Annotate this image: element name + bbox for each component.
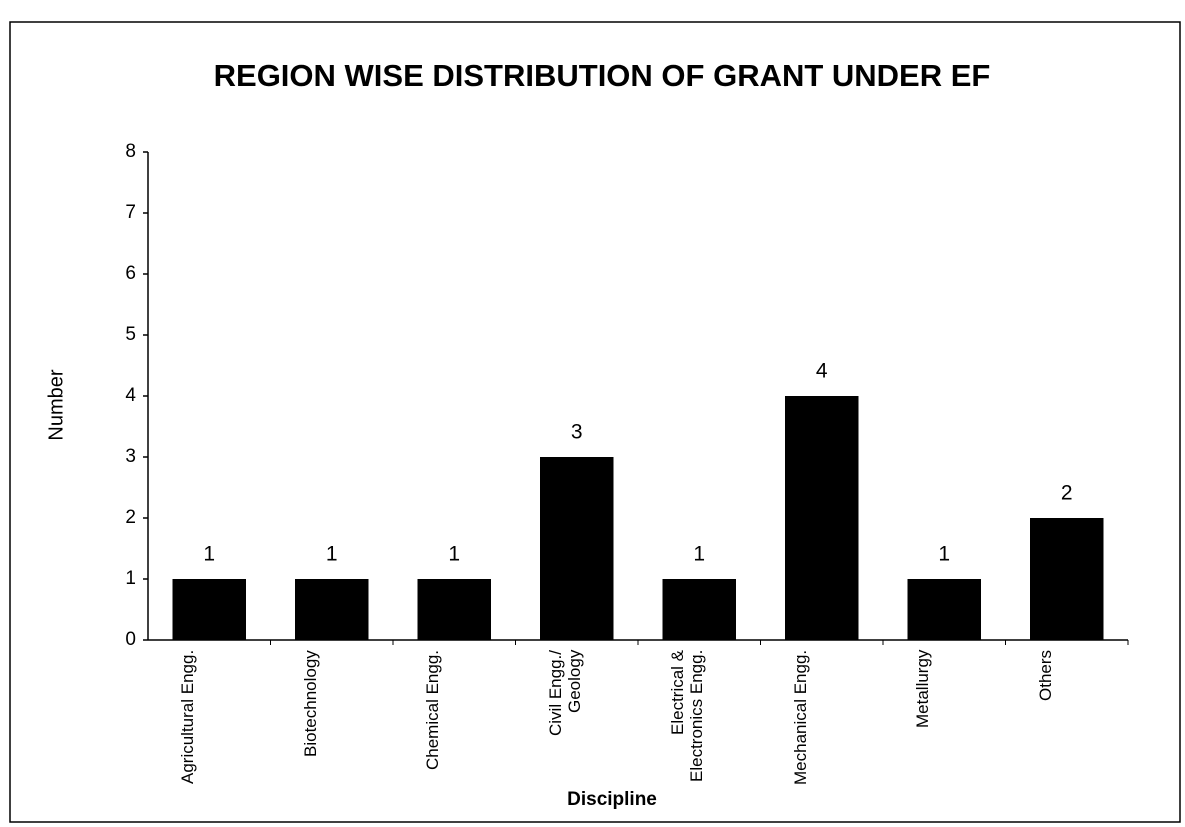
y-tick-label: 7 xyxy=(125,202,136,223)
frame xyxy=(9,21,1181,823)
data-label: 1 xyxy=(693,543,705,566)
bar xyxy=(907,579,981,640)
data-label: 4 xyxy=(816,360,828,383)
bar xyxy=(1030,518,1104,640)
y-tick-label: 8 xyxy=(125,141,136,162)
x-tick-label: Biotechnology xyxy=(300,650,320,757)
bar xyxy=(172,579,246,640)
y-tick-label: 1 xyxy=(125,568,136,589)
x-axis-label: Discipline xyxy=(567,789,657,810)
y-tick-label: 0 xyxy=(125,629,136,650)
y-tick-label: 5 xyxy=(125,324,136,345)
x-tick-label: Agricultural Engg. xyxy=(178,650,198,785)
bar xyxy=(540,457,614,640)
y-tick-label: 6 xyxy=(125,263,136,284)
data-label: 1 xyxy=(203,543,215,566)
x-tick-label: Civil Engg./ Geology xyxy=(545,650,584,736)
x-tick-label: Others xyxy=(1035,650,1055,702)
bar xyxy=(785,396,859,640)
bar xyxy=(417,579,491,640)
data-label: 2 xyxy=(1061,482,1073,505)
y-tick-label: 3 xyxy=(125,446,136,467)
x-tick-label: Electrical & Electronics Engg. xyxy=(668,650,707,783)
x-tick-label: Chemical Engg. xyxy=(423,650,443,771)
data-label: 1 xyxy=(938,543,950,566)
data-label: 1 xyxy=(448,543,460,566)
y-tick-label: 2 xyxy=(125,507,136,528)
bar xyxy=(662,579,736,640)
x-tick-label: Mechanical Engg. xyxy=(790,650,810,786)
y-axis-label: Number xyxy=(45,369,67,440)
chart-title: REGION WISE DISTRIBUTION OF GRANT UNDER … xyxy=(214,58,991,93)
y-tick-label: 4 xyxy=(125,385,136,406)
data-label: 3 xyxy=(571,421,583,444)
bar xyxy=(295,579,369,640)
x-tick-label: Metallurgy xyxy=(913,650,933,729)
data-label: 1 xyxy=(326,543,338,566)
